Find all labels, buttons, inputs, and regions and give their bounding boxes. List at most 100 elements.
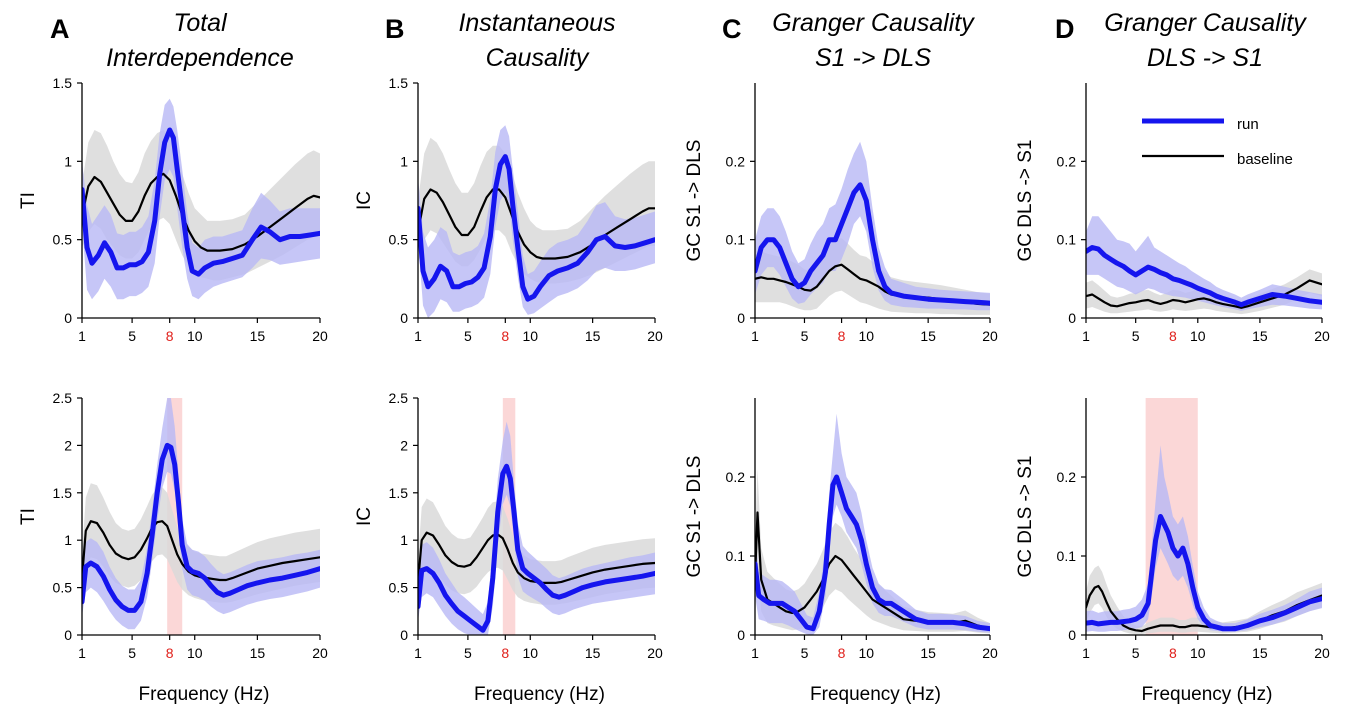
x-axis-label: Frequency (Hz) <box>474 684 605 705</box>
x-tick-label: 15 <box>250 328 266 344</box>
panel-title-line: S1 -> DLS <box>815 44 931 72</box>
run-line <box>755 474 990 632</box>
x-tick-label: 1 <box>751 645 759 661</box>
x-tick-label-key-frequency: 8 <box>1169 645 1177 661</box>
y-tick-label: 1.5 <box>389 75 409 91</box>
y-tick-label: 1.5 <box>53 75 73 91</box>
run-line <box>82 127 320 277</box>
run-error-band <box>1086 216 1322 311</box>
y-axis-label: TI <box>18 192 39 209</box>
x-tick-label: 1 <box>751 328 759 344</box>
x-tick-label-key-frequency: 8 <box>501 645 509 661</box>
plot-area <box>82 98 320 300</box>
run-error-band <box>1086 445 1322 632</box>
run-line <box>82 442 320 613</box>
y-tick-label: 1.5 <box>389 485 409 501</box>
y-tick-label: 0 <box>64 627 72 643</box>
y-tick-label: 0.2 <box>726 153 746 169</box>
x-tick-label: 10 <box>1190 645 1206 661</box>
x-tick-label: 20 <box>1314 328 1330 344</box>
plot-area <box>1086 216 1322 315</box>
y-tick-label: 0 <box>737 627 745 643</box>
panel-title-line: Causality <box>486 44 590 72</box>
x-tick-label: 1 <box>414 328 422 344</box>
panel-letter: B <box>385 14 405 44</box>
x-tick-label: 1 <box>78 645 86 661</box>
y-tick-label: 0.5 <box>53 580 73 596</box>
x-axis-label: Frequency (Hz) <box>1142 684 1273 705</box>
baseline-line <box>82 520 320 582</box>
y-tick-label: 1 <box>400 532 408 548</box>
y-tick-label: 0 <box>64 310 72 326</box>
y-axis-label: GC S1 -> DLS <box>684 140 705 262</box>
panel-title-line: Interdependence <box>106 44 294 72</box>
legend: run baseline <box>1142 116 1293 168</box>
y-tick-label: 0.5 <box>389 580 409 596</box>
x-tick-label-key-frequency: 8 <box>838 645 846 661</box>
x-tick-label: 10 <box>859 645 875 661</box>
x-tick-label: 10 <box>522 328 538 344</box>
x-tick-label: 5 <box>464 328 472 344</box>
panel-title-line: Granger Causality <box>772 9 975 37</box>
x-tick-label: 10 <box>859 328 875 344</box>
x-tick-label: 20 <box>647 328 663 344</box>
run-line <box>755 182 990 306</box>
x-tick-label: 1 <box>1082 328 1090 344</box>
y-axis-label: TI <box>18 508 39 525</box>
run-error-band <box>418 125 655 318</box>
y-tick-label: 0.1 <box>1057 548 1077 564</box>
x-tick-label: 10 <box>187 328 203 344</box>
y-tick-label: 0 <box>400 627 408 643</box>
x-tick-label: 20 <box>1314 645 1330 661</box>
x-tick-label: 20 <box>312 328 328 344</box>
x-tick-label-key-frequency: 8 <box>501 328 509 344</box>
x-tick-label: 20 <box>982 328 998 344</box>
x-tick-label: 20 <box>312 645 328 661</box>
y-tick-label: 0 <box>400 310 408 326</box>
y-tick-label: 0 <box>1068 627 1076 643</box>
x-tick-label: 5 <box>128 645 136 661</box>
panel-letter: C <box>722 14 742 44</box>
y-axis-label: IC <box>354 191 375 210</box>
y-axis-label: GC S1 -> DLS <box>684 456 705 578</box>
x-tick-label: 5 <box>801 645 809 661</box>
run-error-band <box>82 98 320 300</box>
plot-area <box>418 125 655 318</box>
plot-area <box>755 141 990 315</box>
plot-area <box>755 413 990 635</box>
run-line <box>418 463 655 633</box>
y-tick-label: 1.5 <box>53 485 73 501</box>
baseline-line <box>418 531 655 584</box>
panel-letter: D <box>1055 14 1075 44</box>
x-tick-label-key-frequency: 8 <box>838 328 846 344</box>
y-tick-label: 0.1 <box>726 232 746 248</box>
x-tick-label-key-frequency: 8 <box>1169 328 1177 344</box>
x-tick-label: 1 <box>1082 645 1090 661</box>
run-line <box>1086 245 1322 308</box>
panel-letter: A <box>50 14 70 44</box>
x-tick-label: 15 <box>920 645 936 661</box>
y-tick-label: 1 <box>64 532 72 548</box>
x-tick-label: 10 <box>1190 328 1206 344</box>
x-tick-label: 5 <box>801 328 809 344</box>
baseline-line <box>1086 279 1322 309</box>
x-tick-label-key-frequency: 8 <box>166 328 174 344</box>
run-error-band <box>755 413 990 635</box>
panel-title-line: DLS -> S1 <box>1147 44 1263 72</box>
legend-baseline-label: baseline <box>1237 151 1293 168</box>
y-tick-label: 0.1 <box>1057 232 1077 248</box>
y-tick-label: 0.2 <box>1057 469 1077 485</box>
y-tick-label: 1 <box>64 153 72 169</box>
y-tick-label: 0.2 <box>1057 153 1077 169</box>
y-tick-label: 2 <box>400 437 408 453</box>
x-tick-label: 5 <box>1132 328 1140 344</box>
x-tick-label: 1 <box>78 328 86 344</box>
x-tick-label: 15 <box>920 328 936 344</box>
x-tick-label: 20 <box>647 645 663 661</box>
y-tick-label: 0 <box>1068 310 1076 326</box>
